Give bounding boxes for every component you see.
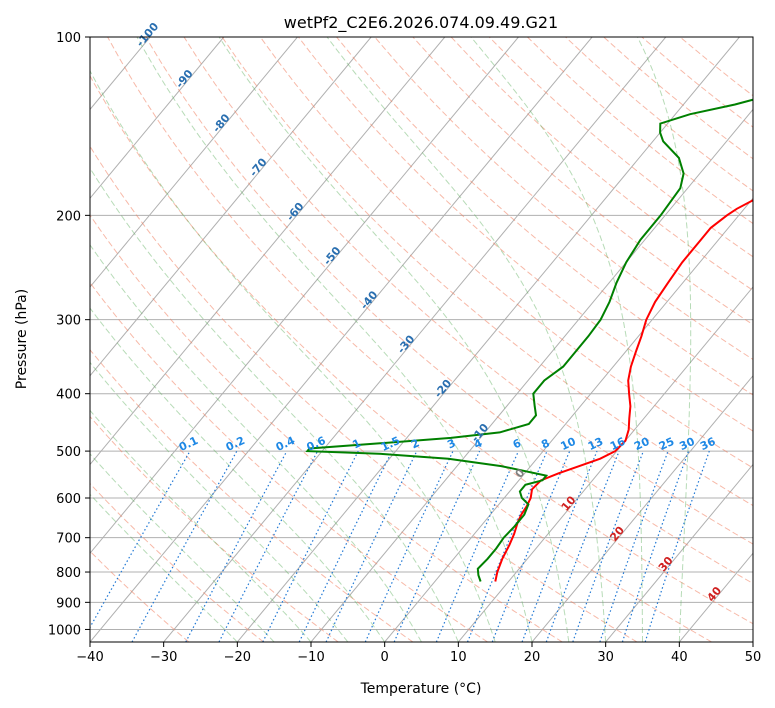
y-tick-label: 100 — [56, 31, 81, 46]
dry-adiabat — [90, 482, 264, 642]
moist-adiabat — [470, 37, 643, 642]
y-tick-label: 300 — [56, 314, 81, 329]
dry-adiabat — [183, 37, 753, 545]
mixing-ratio-line — [262, 450, 359, 642]
x-tick-label: 30 — [597, 650, 614, 665]
y-tick-label: 900 — [56, 596, 81, 611]
plot-frame — [89, 36, 754, 643]
dry-adiabat — [90, 550, 190, 642]
dry-adiabat — [107, 37, 753, 625]
mixing-ratio-line — [545, 450, 620, 642]
dry-adiabat — [336, 37, 753, 396]
mixing-ratio-label: 20 — [632, 435, 652, 453]
moist-adiabat — [90, 361, 349, 642]
moist-adiabat — [218, 37, 570, 642]
mixing-ratio-line — [466, 450, 548, 642]
isotherm-line — [90, 37, 372, 377]
dry-adiabat — [221, 37, 753, 507]
x-tick-label: 20 — [524, 650, 541, 665]
axes: −40 −30 −20 −10 0 10 20 30 40 50 100 200 300 400 500 60… — [48, 31, 761, 665]
dry-adiabat — [90, 145, 638, 642]
isotherm-line — [90, 37, 446, 466]
mixing-ratio-line — [435, 450, 519, 642]
mixing-ratio-line — [644, 450, 710, 642]
dry-adiabat — [145, 37, 753, 584]
x-tick-label: −10 — [297, 650, 324, 665]
isotherm-line — [384, 197, 753, 642]
x-tick-label: 10 — [450, 650, 467, 665]
isotherm-line — [457, 286, 753, 642]
dry-adiabat — [450, 37, 753, 292]
x-tick-label: −20 — [224, 650, 251, 665]
mixing-ratio-line — [599, 450, 669, 642]
dry-adiabat — [412, 37, 753, 326]
x-tick-label: 40 — [671, 650, 688, 665]
moist-adiabat — [90, 69, 496, 642]
isotherm-line — [163, 37, 667, 642]
isotherm-line — [90, 37, 593, 642]
dry-adiabat — [90, 281, 488, 642]
x-tick-label: 0 — [381, 650, 389, 665]
moist-adiabat — [90, 409, 312, 642]
mixing-ratio-line — [393, 450, 481, 642]
mixing-ratio-label: 10 — [559, 435, 579, 453]
plot-area — [90, 37, 753, 642]
dry-adiabat — [90, 415, 339, 642]
mixing-ratio-label: 25 — [657, 435, 676, 453]
isotherm-line — [236, 37, 740, 642]
y-tick-label: 700 — [56, 532, 81, 547]
dry-adiabat — [259, 37, 753, 469]
mixing-ratio-label: 36 — [698, 435, 718, 453]
dry-adiabat — [90, 214, 563, 642]
y-tick-label: 800 — [56, 566, 81, 581]
x-tick-label: −40 — [76, 650, 103, 665]
mixing-ratio-label: 13 — [586, 435, 605, 453]
chart-title: wetPf2_C2E6.2026.074.09.49.G21 — [284, 13, 558, 33]
mixing-ratio-line — [131, 450, 238, 642]
x-axis-label: Temperature (°C) — [360, 681, 482, 697]
mixing-ratio-line — [491, 450, 571, 642]
mixing-ratio-label: 30 — [677, 435, 697, 453]
dewpoint-trace — [305, 98, 753, 582]
mixing-ratio-line — [621, 450, 690, 642]
x-tick-label: 50 — [745, 650, 762, 665]
y-tick-label: 1000 — [48, 623, 81, 638]
y-tick-label: 600 — [56, 492, 81, 507]
y-axis-label: Pressure (hPa) — [14, 289, 30, 389]
mixing-ratio-line — [90, 450, 191, 629]
mixing-ratio-line — [521, 450, 598, 642]
isotherm-line — [531, 374, 753, 642]
mixing-ratio-line — [185, 450, 288, 642]
x-tick-label: −30 — [150, 650, 177, 665]
dry-adiabat — [90, 348, 414, 642]
isotherm-line — [90, 37, 298, 288]
mixing-ratio-label: 16 — [608, 435, 628, 453]
y-tick-label: 200 — [56, 209, 81, 224]
temperature-trace — [494, 199, 753, 582]
y-tick-label: 400 — [56, 388, 81, 403]
isotherm-line — [90, 37, 519, 555]
moist-adiabat — [90, 453, 275, 642]
isotherm-line — [90, 37, 225, 200]
moist-adiabat — [637, 37, 692, 642]
y-tick-label: 500 — [56, 445, 81, 460]
moist-adiabat — [136, 37, 533, 642]
moist-adiabat — [90, 167, 459, 642]
moist-adiabat — [326, 37, 607, 642]
moist-adiabat — [90, 244, 422, 642]
mixing-ratio-line — [572, 450, 644, 642]
dry-adiabat — [90, 74, 712, 642]
isotherm-line — [605, 463, 753, 642]
